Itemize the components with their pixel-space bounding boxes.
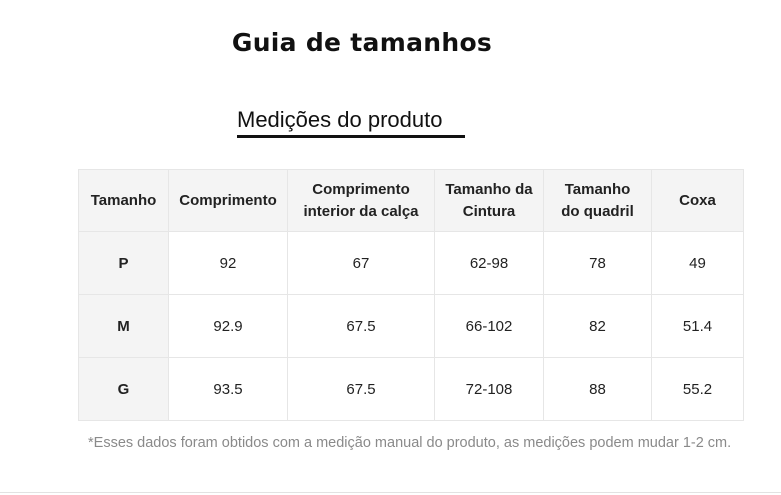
table-row: M 92.9 67.5 66-102 82 51.4 <box>78 294 744 358</box>
table-cell: 92.9 <box>168 294 288 358</box>
table-cell: 92 <box>168 231 288 295</box>
table-cell: 88 <box>543 357 652 421</box>
header-length: Comprimento <box>168 169 288 232</box>
size-cell: M <box>78 294 169 358</box>
section-title: Medições do produto <box>237 107 465 138</box>
table-cell: 49 <box>651 231 744 295</box>
size-cell: G <box>78 357 169 421</box>
table-cell: 66-102 <box>434 294 544 358</box>
header-size: Tamanho <box>78 169 169 232</box>
header-hip: Tamanho do quadril <box>543 169 652 232</box>
table-cell: 67.5 <box>287 294 435 358</box>
table-cell: 62-98 <box>434 231 544 295</box>
header-inseam: Comprimento interior da calça <box>287 169 435 232</box>
divider <box>0 492 781 493</box>
footnote: *Esses dados foram obtidos com a medição… <box>88 435 732 451</box>
table-header-row: Tamanho Comprimento Comprimento interior … <box>78 169 744 232</box>
header-thigh: Coxa <box>651 169 744 232</box>
table-row: P 92 67 62-98 78 49 <box>78 231 744 295</box>
table-cell: 51.4 <box>651 294 744 358</box>
page-title: Guia de tamanhos <box>231 28 493 57</box>
size-cell: P <box>78 231 169 295</box>
table-cell: 67 <box>287 231 435 295</box>
section-title-wrap: Medições do produto <box>237 107 465 138</box>
size-table: Tamanho Comprimento Comprimento interior … <box>78 169 744 421</box>
table-cell: 67.5 <box>287 357 435 421</box>
table-cell: 82 <box>543 294 652 358</box>
table-cell: 72-108 <box>434 357 544 421</box>
table-cell: 55.2 <box>651 357 744 421</box>
table-row: G 93.5 67.5 72-108 88 55.2 <box>78 357 744 421</box>
table-cell: 78 <box>543 231 652 295</box>
header-waist: Tamanho da Cintura <box>434 169 544 232</box>
table-cell: 93.5 <box>168 357 288 421</box>
